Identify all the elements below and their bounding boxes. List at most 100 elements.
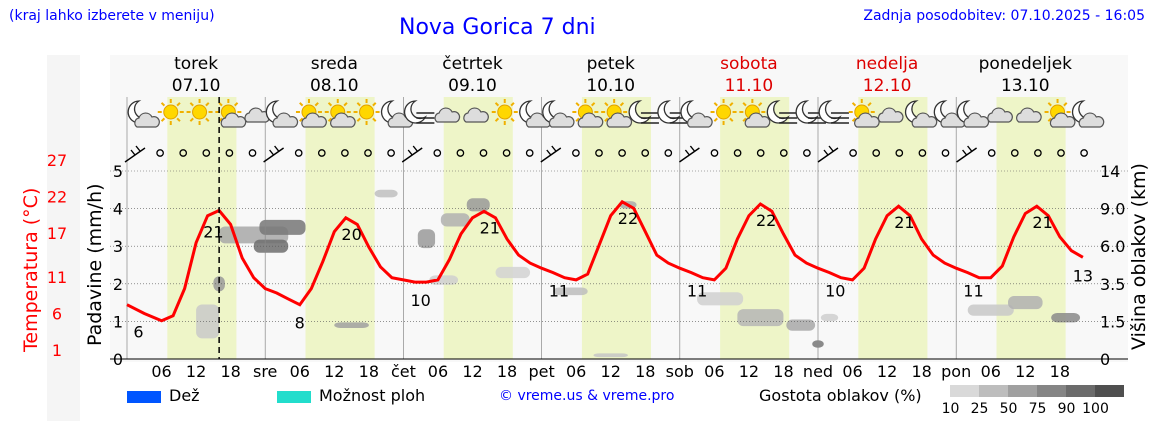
sun-cloud-icon (295, 99, 327, 128)
legend-storm: Možnost ploh (277, 386, 425, 405)
cloud-height-tick: 1.5 (1100, 312, 1125, 331)
day-date: 11.10 (725, 76, 774, 96)
sun-ray (1047, 117, 1052, 122)
cloud-layer (1051, 312, 1081, 323)
daylight-band (581, 97, 652, 359)
cloud-layer (495, 266, 531, 279)
x-tick-label: 12 (462, 362, 482, 381)
calm-wind-mark (179, 149, 188, 157)
sun-ray (510, 117, 515, 122)
day-name: petek (587, 54, 635, 74)
calm-wind-mark (710, 149, 719, 157)
cloud-shape (877, 107, 904, 123)
sun-ray (575, 117, 580, 122)
moon-cloud-icon (1071, 100, 1105, 128)
sun-ray (343, 102, 348, 107)
sun-ray (742, 102, 747, 107)
calm-wind-mark (941, 149, 950, 157)
temperature-label: 10 (825, 282, 845, 301)
day-date: 10.10 (586, 76, 635, 96)
left-axes: 1 6 11 17 22 27 0 1 2 3 4 5 (47, 151, 123, 369)
x-tick-label: 12 (324, 362, 344, 381)
moon-cloud-icon (680, 100, 713, 128)
day-date: 09.10 (448, 76, 497, 96)
day-name: sreda (311, 54, 358, 74)
temperature-label: 6 (133, 322, 143, 341)
wind-barb (124, 145, 146, 163)
x-tick-label: čet (391, 362, 416, 381)
density-label: 10 (941, 401, 960, 417)
cloud-shape (744, 112, 771, 128)
sun-ray (176, 117, 181, 122)
sun-ray (160, 117, 166, 122)
day-name: sobota (720, 54, 778, 74)
wind-barb (401, 145, 423, 163)
sun-ray (205, 102, 210, 107)
sun-icon (710, 99, 737, 125)
copyright-link[interactable]: © vreme.us & vreme.pro (499, 388, 675, 404)
sun-cloud-icon (572, 99, 604, 128)
x-tick-label: 18 (911, 362, 931, 381)
sun-disc (497, 104, 513, 120)
sun-icon (353, 99, 380, 125)
sun-ray (205, 117, 210, 122)
sun-ray (356, 117, 361, 122)
temperature-labels: 6 21 8 20 10 21 11 22 11 22 10 21 11 21 13 (133, 209, 1093, 342)
calm-wind-mark (433, 149, 442, 157)
x-tick-label: sob (666, 362, 694, 381)
x-tick-label: 18 (359, 362, 379, 381)
cloud-layer (1008, 296, 1043, 310)
sun-ray (218, 102, 223, 107)
calm-wind-mark (872, 149, 881, 157)
calm-wind-mark (572, 149, 580, 157)
calm-wind-mark (156, 149, 164, 157)
temperature-tick: 11 (47, 268, 67, 287)
cloud-icon (463, 107, 489, 123)
wind-barb (540, 145, 562, 163)
cloud-shape (1016, 107, 1042, 123)
moon-fog-icon (766, 100, 798, 124)
cloud-shape (330, 112, 356, 128)
sun-icon (157, 99, 184, 125)
cloud-icon (1016, 107, 1042, 123)
x-tick-label: 06 (428, 362, 448, 381)
cloud-layer (737, 309, 784, 327)
moon-shape (403, 100, 428, 124)
x-tick-label: 12 (739, 362, 759, 381)
temperature-label: 21 (480, 218, 500, 237)
cloud-height-tick: 0 (1100, 350, 1110, 369)
density-label: 75 (1028, 401, 1047, 417)
sun-ray (494, 102, 500, 107)
sun-ray (742, 117, 747, 122)
cloud-shape (1049, 112, 1076, 128)
calm-wind-mark (918, 149, 927, 157)
city-hint[interactable]: (kraj lahko izberete v meniju) (9, 8, 215, 24)
day-name: nedelja (856, 54, 918, 74)
sun-ray (851, 117, 857, 122)
wind-row (124, 145, 1088, 163)
sun-ray (234, 102, 239, 107)
moon-cloud-icon (542, 100, 575, 128)
cloud-height-tick: 6.0 (1100, 237, 1125, 256)
x-tick-label: 06 (151, 362, 171, 381)
sun-ray (314, 102, 319, 107)
cloud-layer (967, 304, 1014, 316)
calm-wind-mark (1034, 149, 1042, 157)
precip-tick: 5 (113, 162, 123, 181)
daylight-band (305, 97, 375, 359)
sun-ray (356, 102, 361, 107)
x-tick-label: 12 (877, 362, 897, 381)
last-update: Zadnja posodobitev: 07.10.2025 - 16:05 (863, 8, 1145, 24)
calm-wind-mark (387, 149, 395, 157)
moon-cloud-icon (380, 100, 414, 128)
daylight-bands (167, 97, 1066, 359)
temperature-label: 10 (410, 291, 430, 310)
cloud-shape (687, 112, 713, 128)
moon-shape (818, 100, 842, 124)
cloud-shape (548, 112, 575, 128)
cloud-layer (466, 198, 490, 212)
temperature-label: 21 (203, 223, 223, 242)
moon-shape (628, 100, 652, 124)
